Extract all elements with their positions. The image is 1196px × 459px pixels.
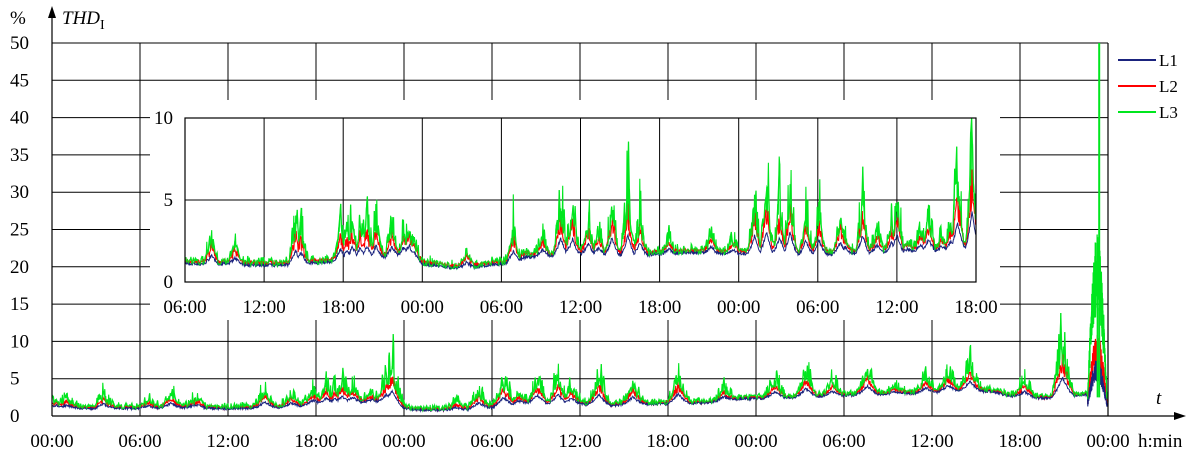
inset-y-tick-label: 5	[164, 190, 174, 211]
main-x-tick-label: 00:00	[30, 431, 73, 452]
inset-series-l3-overlay	[184, 117, 977, 270]
inset-x-tick-label: 12:00	[875, 297, 918, 318]
x-axis-label: t	[1156, 388, 1162, 409]
main-y-tick-label: 50	[10, 33, 29, 54]
main-y-tick-label: 5	[10, 369, 20, 390]
inset-x-tick-label: 00:00	[717, 297, 760, 318]
main-x-tick-label: 00:00	[734, 431, 777, 452]
inset-frame	[184, 117, 977, 283]
main-x-tick-label: 18:00	[646, 431, 689, 452]
x-axis-unit: h:min	[1138, 431, 1183, 452]
main-y-tick-label: 35	[10, 145, 29, 166]
legend-label-l2: L2	[1159, 77, 1178, 96]
chart-title-main: THD	[62, 8, 100, 29]
main-series	[51, 43, 1109, 413]
main-x-tick-label: 18:00	[998, 431, 1041, 452]
main-y-tick-label: 25	[10, 220, 29, 241]
legend: L1 L2 L3	[1118, 51, 1178, 122]
inset-x-tick-label: 18:00	[954, 297, 997, 318]
series-l3-overlay	[51, 234, 1109, 413]
inset-y-tick-label: 0	[164, 272, 174, 293]
inset-series-l2-line	[184, 169, 977, 268]
main-y-tick-label: 10	[10, 331, 29, 352]
main-x-tick-label: 06:00	[822, 431, 865, 452]
main-x-tick-label: 00:00	[1086, 431, 1129, 452]
main-x-tick-label: 18:00	[294, 431, 337, 452]
main-x-tick-label: 12:00	[206, 431, 249, 452]
main-y-tick-label: 0	[10, 406, 20, 427]
main-y-tick-label: 20	[10, 257, 29, 278]
main-y-tick-label: 15	[10, 294, 29, 315]
inset-x-tick-label: 06:00	[480, 297, 523, 318]
inset-x-tick-label: 12:00	[242, 297, 285, 318]
y-axis-arrow	[48, 6, 56, 18]
inset-chart: 0 5 10 06:00 12:00 18:00 00:00 06:00 12:00 18:00 0…	[150, 100, 1000, 320]
inset-series-l1-line	[184, 211, 977, 271]
inset-x-tick-label: 12:00	[559, 297, 602, 318]
main-y-tick-label: 40	[10, 108, 29, 129]
x-axis-arrow	[1174, 412, 1186, 420]
main-y-tick-label: 45	[10, 70, 29, 91]
inset-y-tick-label: 10	[154, 108, 173, 129]
inset-x-tick-label: 18:00	[638, 297, 681, 318]
legend-label-l1: L1	[1159, 51, 1178, 70]
main-x-tick-label: 06:00	[118, 431, 161, 452]
main-x-tick-label: 06:00	[470, 431, 513, 452]
inset-x-tick-label: 18:00	[322, 297, 365, 318]
chart-title: THDI	[62, 8, 105, 33]
inset-x-tick-label: 06:00	[796, 297, 839, 318]
chart-title-subscript: I	[100, 18, 105, 33]
main-x-tick-label: 00:00	[382, 431, 425, 452]
legend-label-l3: L3	[1159, 103, 1178, 122]
series-l1-line	[51, 359, 1109, 413]
inset-x-tick-label: 00:00	[401, 297, 444, 318]
y-axis-unit: %	[10, 8, 26, 29]
main-x-tick-label: 12:00	[910, 431, 953, 452]
main-x-tick-label: 12:00	[558, 431, 601, 452]
main-y-tick-label: 30	[10, 182, 29, 203]
inset-x-tick-label: 06:00	[163, 297, 206, 318]
